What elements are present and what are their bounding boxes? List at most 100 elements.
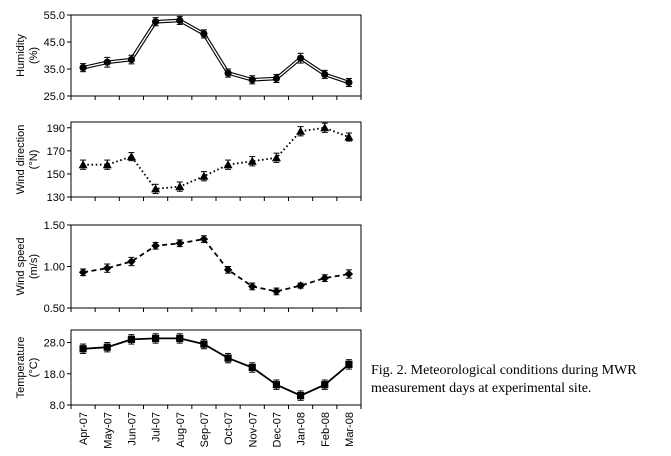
data-point-wind_direction bbox=[223, 160, 233, 169]
y-tick-label: 1.50 bbox=[44, 220, 65, 232]
y-tick-label: 190 bbox=[47, 123, 65, 135]
y-axis-label-line-1: Humidity bbox=[15, 34, 27, 77]
figure-caption: Fig. 2. Meteorological conditions during… bbox=[371, 362, 667, 398]
data-point-humidity bbox=[200, 30, 208, 38]
x-tick-label: Sep-07 bbox=[199, 412, 211, 447]
y-tick-label: 8.0 bbox=[50, 400, 65, 412]
data-point-wind_speed bbox=[175, 239, 184, 248]
y-axis-label-line-2: (°C) bbox=[28, 358, 40, 378]
series-line-wind_speed bbox=[82, 238, 350, 293]
series-line-temperature bbox=[83, 337, 350, 397]
data-point-wind_direction bbox=[151, 184, 161, 193]
x-tick-label: Dec-07 bbox=[271, 412, 283, 447]
data-point-wind_direction bbox=[102, 160, 112, 169]
data-point-wind_direction bbox=[175, 182, 185, 191]
data-point-wind_direction bbox=[320, 123, 330, 132]
y-axis-label-wind_direction: Wind direction(°N) bbox=[15, 125, 40, 195]
data-point-wind_speed bbox=[248, 282, 257, 291]
y-tick-label: 130 bbox=[47, 192, 65, 204]
data-point-wind_direction bbox=[78, 160, 88, 169]
data-point-wind_speed bbox=[78, 268, 88, 277]
x-tick-label: Apr-07 bbox=[78, 412, 90, 445]
data-point-wind_speed bbox=[344, 269, 354, 279]
data-point-temperature bbox=[151, 334, 160, 343]
x-tick-label: Mar-08 bbox=[344, 412, 356, 447]
data-point-wind_direction bbox=[199, 171, 209, 180]
data-point-humidity bbox=[296, 54, 305, 62]
y-axis-label-wind_speed: Wind speed(m/s) bbox=[15, 237, 40, 295]
data-point-wind_speed bbox=[272, 287, 281, 296]
data-point-humidity bbox=[127, 55, 136, 64]
x-tick-label: Jul-07 bbox=[151, 412, 163, 442]
y-axis-label-line-1: Wind direction bbox=[15, 125, 27, 195]
y-tick-label: 1.00 bbox=[44, 262, 65, 274]
data-point-temperature bbox=[345, 360, 353, 368]
data-point-wind_speed bbox=[296, 281, 305, 290]
y-tick-label: 28.0 bbox=[44, 338, 65, 350]
data-point-wind_speed bbox=[127, 257, 136, 266]
y-axis-label-line-1: Temperature bbox=[15, 337, 27, 399]
x-tick-label: Nov-07 bbox=[247, 412, 259, 447]
plot-frame-temperature bbox=[70, 329, 362, 406]
y-tick-label: 55.0 bbox=[44, 10, 65, 22]
data-point-humidity bbox=[248, 76, 256, 84]
y-axis-label-line-2: (°N) bbox=[28, 150, 40, 170]
caption-line-1: Fig. 2. Meteorological conditions during… bbox=[371, 363, 637, 378]
y-tick-label: 170 bbox=[47, 146, 65, 158]
y-axis-label-line-2: (m/s) bbox=[28, 254, 40, 279]
data-point-wind_direction bbox=[344, 132, 354, 141]
data-point-temperature bbox=[176, 334, 184, 343]
data-point-temperature bbox=[296, 392, 305, 400]
data-point-humidity bbox=[224, 69, 232, 77]
data-point-temperature bbox=[200, 340, 208, 348]
x-tick-label: Jun-07 bbox=[126, 412, 138, 446]
data-point-temperature bbox=[321, 381, 329, 389]
y-axis-label-line-1: Wind speed bbox=[15, 237, 27, 295]
y-tick-label: 35.0 bbox=[44, 64, 65, 76]
data-point-temperature bbox=[127, 335, 136, 343]
series-line-inner-humidity bbox=[82, 19, 350, 84]
caption-line-2: measurement days at experimental site. bbox=[371, 381, 592, 396]
y-axis-label-humidity: Humidity(%) bbox=[15, 34, 40, 77]
panel-wind_direction: 130 150 170 190 Wind direction(°N) bbox=[15, 121, 362, 204]
plot-frame-wind_speed bbox=[70, 224, 362, 309]
data-point-temperature bbox=[248, 363, 256, 372]
y-axis-label-temperature: Temperature(°C) bbox=[15, 337, 40, 399]
y-tick-label: 150 bbox=[47, 169, 65, 181]
x-tick-label: May-07 bbox=[102, 412, 114, 449]
y-tick-label: 0.50 bbox=[44, 303, 65, 315]
data-point-wind_speed bbox=[103, 263, 112, 273]
data-point-humidity bbox=[103, 58, 111, 66]
y-axis-label-line-2: (%) bbox=[28, 47, 40, 64]
data-point-wind_speed bbox=[223, 265, 233, 275]
data-point-temperature bbox=[79, 345, 87, 353]
y-tick-label: 18.0 bbox=[44, 369, 65, 381]
data-point-humidity bbox=[321, 70, 329, 78]
data-point-wind_speed bbox=[151, 241, 160, 250]
data-point-wind_speed bbox=[320, 273, 329, 283]
data-point-humidity bbox=[79, 64, 87, 72]
data-point-wind_direction bbox=[126, 152, 136, 161]
data-point-humidity bbox=[151, 18, 160, 26]
data-point-temperature bbox=[103, 343, 111, 351]
x-tick-label: Oct-07 bbox=[223, 412, 235, 445]
y-tick-label: 25.0 bbox=[44, 91, 65, 103]
data-point-wind_direction bbox=[271, 153, 281, 162]
data-point-humidity bbox=[272, 74, 281, 83]
panel-humidity: 25.0 35.0 45.0 55.0 Humidity(%) bbox=[15, 10, 362, 103]
x-tick-label: Jan-08 bbox=[296, 412, 308, 446]
data-point-humidity bbox=[176, 16, 184, 24]
data-point-wind_speed bbox=[199, 234, 209, 244]
data-point-wind_direction bbox=[296, 126, 306, 135]
x-tick-label: Aug-07 bbox=[175, 412, 187, 447]
data-point-temperature bbox=[224, 354, 232, 362]
plot-frame-wind_direction bbox=[70, 121, 362, 198]
data-point-temperature bbox=[272, 381, 281, 389]
series-line-wind_direction bbox=[83, 126, 350, 190]
y-tick-label: 45.0 bbox=[44, 37, 65, 49]
panel-temperature: 8.0 18.0 28.0 Temperature(°C) bbox=[15, 329, 362, 412]
panel-wind_speed: 0.50 1.00 1.50 Wind speed(m/s) bbox=[15, 220, 362, 315]
series-line-humidity bbox=[82, 18, 350, 85]
x-tick-label: Feb-08 bbox=[320, 412, 332, 447]
